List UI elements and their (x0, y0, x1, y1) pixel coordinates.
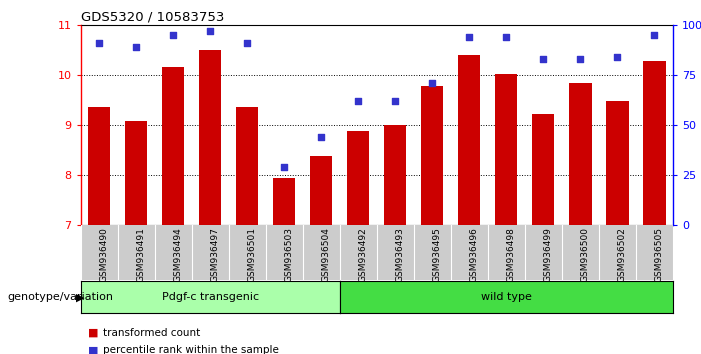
Text: ▶: ▶ (76, 292, 84, 302)
Point (315, 134, 327, 139)
Bar (532, 114, 554, 225)
Bar (199, 50, 222, 225)
Bar (347, 131, 369, 225)
Point (353, 98, 364, 104)
Text: ■: ■ (88, 328, 98, 338)
Point (242, 40, 253, 46)
Bar (236, 107, 258, 225)
Bar (310, 156, 332, 225)
Text: GSM936504: GSM936504 (321, 227, 330, 282)
Bar (495, 74, 517, 225)
Text: GSM936496: GSM936496 (470, 227, 478, 282)
Text: percentile rank within the sample: percentile rank within the sample (103, 346, 279, 354)
Text: GSM936502: GSM936502 (618, 227, 627, 282)
Text: GSM936505: GSM936505 (655, 227, 663, 282)
Bar (125, 121, 147, 225)
Point (501, 34, 512, 40)
Text: genotype/variation: genotype/variation (7, 292, 113, 302)
Point (575, 56, 586, 62)
Text: GSM936493: GSM936493 (395, 227, 404, 282)
Text: GSM936497: GSM936497 (210, 227, 219, 282)
Text: Pdgf-c transgenic: Pdgf-c transgenic (162, 292, 259, 302)
Bar (569, 83, 592, 225)
Bar (273, 178, 295, 225)
Bar (458, 55, 480, 225)
Text: GSM936495: GSM936495 (433, 227, 442, 282)
Text: GSM936492: GSM936492 (358, 227, 367, 282)
Point (612, 54, 623, 59)
Text: GDS5320 / 10583753: GDS5320 / 10583753 (81, 11, 224, 24)
Point (390, 98, 401, 104)
Point (427, 80, 438, 86)
Point (278, 164, 290, 170)
Bar (384, 125, 407, 225)
Text: GSM936494: GSM936494 (173, 227, 182, 282)
Point (538, 56, 549, 62)
Text: transformed count: transformed count (103, 328, 200, 338)
Point (649, 32, 660, 38)
Bar (421, 86, 444, 225)
Bar (644, 61, 665, 225)
Text: GSM936498: GSM936498 (506, 227, 515, 282)
Text: GSM936499: GSM936499 (543, 227, 552, 282)
Bar (606, 101, 629, 225)
Bar (88, 107, 110, 225)
Text: GSM936491: GSM936491 (136, 227, 145, 282)
Text: GSM936500: GSM936500 (580, 227, 590, 282)
Text: ■: ■ (88, 346, 98, 354)
Text: GSM936490: GSM936490 (99, 227, 108, 282)
Point (205, 28, 216, 34)
Text: wild type: wild type (481, 292, 532, 302)
Text: GSM936503: GSM936503 (284, 227, 293, 282)
Bar (162, 67, 184, 225)
Point (93, 40, 104, 46)
Point (130, 44, 142, 50)
Point (464, 34, 475, 40)
Point (168, 32, 179, 38)
Text: GSM936501: GSM936501 (247, 227, 256, 282)
